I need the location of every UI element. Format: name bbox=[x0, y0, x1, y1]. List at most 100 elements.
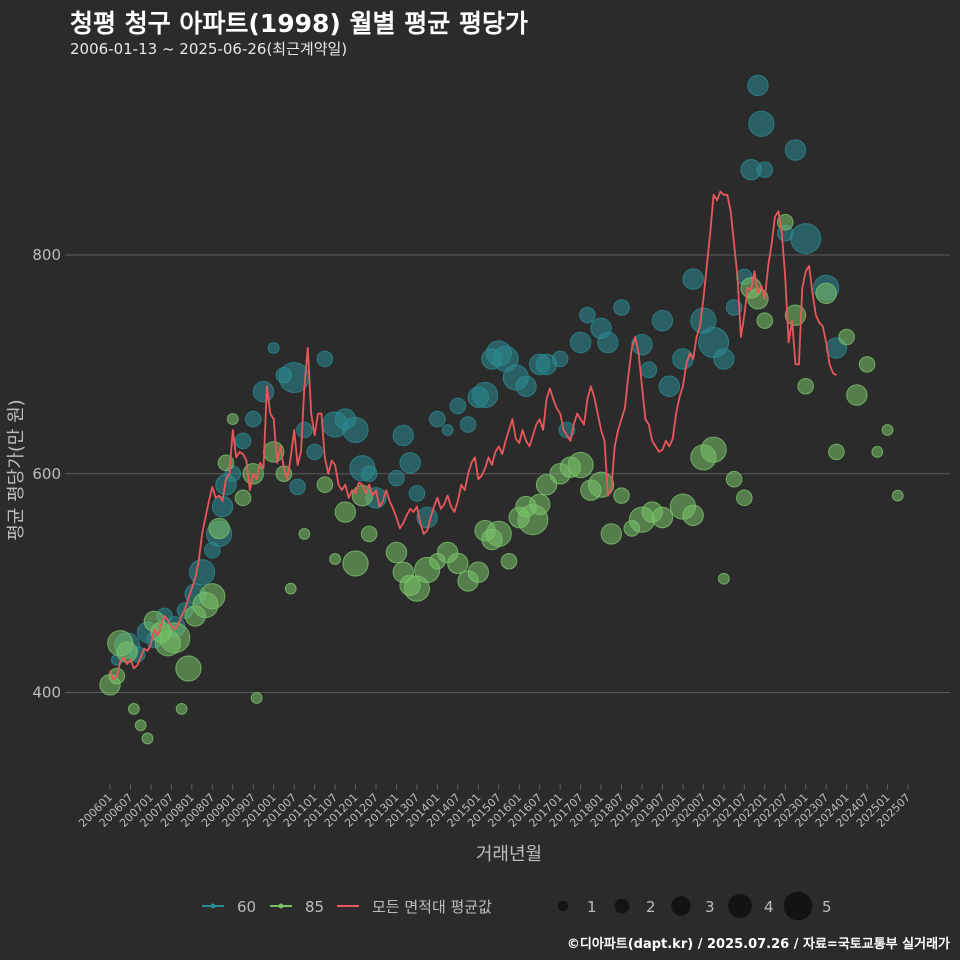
point-85-201010 bbox=[298, 528, 311, 540]
y-tick-label: 800 bbox=[32, 246, 61, 264]
legend-label-60: 60 bbox=[237, 898, 256, 916]
point-85-200901 bbox=[226, 413, 239, 425]
point-60-201101 bbox=[306, 443, 323, 461]
point-85-200904 bbox=[234, 489, 252, 507]
point-85-201507 bbox=[485, 520, 512, 548]
chart-subtitle: 2006-01-13 ~ 2025-06-26(최근계약일) bbox=[70, 40, 348, 58]
point-60-201010 bbox=[296, 421, 313, 439]
point-85-202301 bbox=[797, 377, 814, 395]
point-60-201001 bbox=[267, 342, 280, 354]
point-60-201407 bbox=[449, 397, 467, 415]
point-60-201201 bbox=[342, 416, 369, 444]
legend-size-label: 2 bbox=[646, 898, 656, 916]
chart-title: 청평 청구 아파트(1998) 월별 평균 평당가 bbox=[70, 9, 528, 38]
legend-label-avg: 모든 면적대 평균값 bbox=[372, 898, 492, 916]
point-85-202201 bbox=[756, 312, 774, 329]
legend-label-85: 85 bbox=[305, 898, 324, 916]
point-60-201707 bbox=[569, 331, 592, 354]
point-85-200708 bbox=[159, 622, 191, 654]
point-60-201008 bbox=[289, 478, 306, 496]
point-85-201607 bbox=[528, 493, 551, 516]
legend-size-label: 3 bbox=[705, 898, 715, 916]
point-85-201006 bbox=[284, 582, 297, 595]
legend-size-3 bbox=[671, 896, 691, 916]
point-60-202111 bbox=[747, 74, 769, 97]
average-line bbox=[109, 190, 837, 681]
legend-size-label: 5 bbox=[822, 898, 832, 916]
average-line-layer bbox=[109, 190, 837, 681]
point-85-202104 bbox=[725, 470, 743, 488]
point-85-200612 bbox=[141, 732, 154, 745]
grid-layer bbox=[65, 254, 950, 693]
point-60-201503 bbox=[472, 381, 499, 409]
point-85-201301 bbox=[385, 541, 408, 564]
legend-size-label: 1 bbox=[587, 898, 597, 916]
point-85-201707 bbox=[567, 451, 594, 479]
point-60-201803 bbox=[597, 331, 619, 354]
point-85-201501 bbox=[467, 561, 490, 583]
y-tick-label: 400 bbox=[32, 684, 61, 702]
point-60-201903 bbox=[640, 361, 658, 379]
point-60-200910 bbox=[252, 381, 275, 403]
point-60-202301 bbox=[790, 223, 822, 255]
point-85-201407 bbox=[447, 552, 469, 575]
point-60-201104 bbox=[316, 350, 334, 368]
point-85-201201 bbox=[342, 550, 369, 577]
point-60-201901 bbox=[631, 333, 653, 356]
point-85-202310 bbox=[828, 443, 845, 461]
point-60-201307 bbox=[408, 485, 426, 502]
point-85-202010 bbox=[700, 436, 727, 463]
point-85-201110 bbox=[334, 501, 357, 523]
point-60-201205 bbox=[360, 465, 378, 483]
legend-size-label: 4 bbox=[764, 898, 774, 916]
point-85-200712 bbox=[175, 655, 202, 682]
point-85-201104 bbox=[316, 476, 334, 493]
y-tick-label: 600 bbox=[32, 465, 61, 483]
point-85-200809 bbox=[208, 517, 230, 540]
point-60-201701 bbox=[551, 350, 569, 368]
point-85-201510 bbox=[500, 552, 518, 570]
point-60-200804 bbox=[188, 559, 216, 586]
legend: 60 85 모든 면적대 평균값 1 2 3 4 5 bbox=[202, 891, 832, 921]
point-60-201401 bbox=[429, 410, 446, 428]
point-85-202410 bbox=[871, 445, 884, 458]
source-caption: ©디아파트(dapt.kr) / 2025.07.26 / 자료=국토교통부 실… bbox=[566, 937, 950, 952]
point-85-202107 bbox=[736, 489, 753, 507]
point-60-201410 bbox=[459, 416, 477, 433]
point-85-202401 bbox=[838, 328, 855, 346]
point-85-202504 bbox=[891, 489, 904, 502]
point-85-201107 bbox=[329, 553, 341, 565]
point-85-202101 bbox=[717, 572, 730, 585]
legend-dot-60 bbox=[210, 903, 216, 909]
y-axis-title: 평균 평당가(만 원) bbox=[6, 399, 27, 540]
point-60-201907 bbox=[651, 309, 674, 332]
point-60-202112 bbox=[748, 110, 775, 137]
point-60-202104 bbox=[725, 299, 743, 316]
legend-dot-85 bbox=[278, 903, 284, 909]
x-axis-title: 거래년월 bbox=[476, 844, 542, 865]
point-60-200907 bbox=[244, 410, 262, 428]
point-85-200710 bbox=[175, 703, 188, 715]
point-85-200610 bbox=[134, 719, 147, 732]
point-60-202210 bbox=[784, 139, 807, 161]
point-85-200606 bbox=[116, 641, 138, 663]
point-85-201205 bbox=[360, 525, 378, 543]
point-85-202004 bbox=[682, 504, 704, 527]
point-60-201404 bbox=[441, 424, 454, 436]
legend-size-4 bbox=[728, 894, 752, 918]
point-60-202201 bbox=[756, 161, 774, 178]
point-60-202004 bbox=[682, 268, 704, 290]
point-85-202404 bbox=[846, 384, 868, 406]
point-85-201907 bbox=[651, 506, 674, 529]
legend-size-5 bbox=[783, 891, 813, 921]
point-60-202101 bbox=[713, 348, 735, 370]
point-85-202407 bbox=[858, 356, 876, 373]
point-60-201301 bbox=[388, 469, 405, 487]
point-60-201709 bbox=[579, 306, 596, 324]
point-85-200908 bbox=[250, 692, 263, 704]
point-85-200807 bbox=[199, 583, 226, 610]
legend-size-1 bbox=[557, 900, 569, 912]
point-85-202501 bbox=[881, 424, 894, 436]
point-60-201305 bbox=[399, 452, 421, 474]
